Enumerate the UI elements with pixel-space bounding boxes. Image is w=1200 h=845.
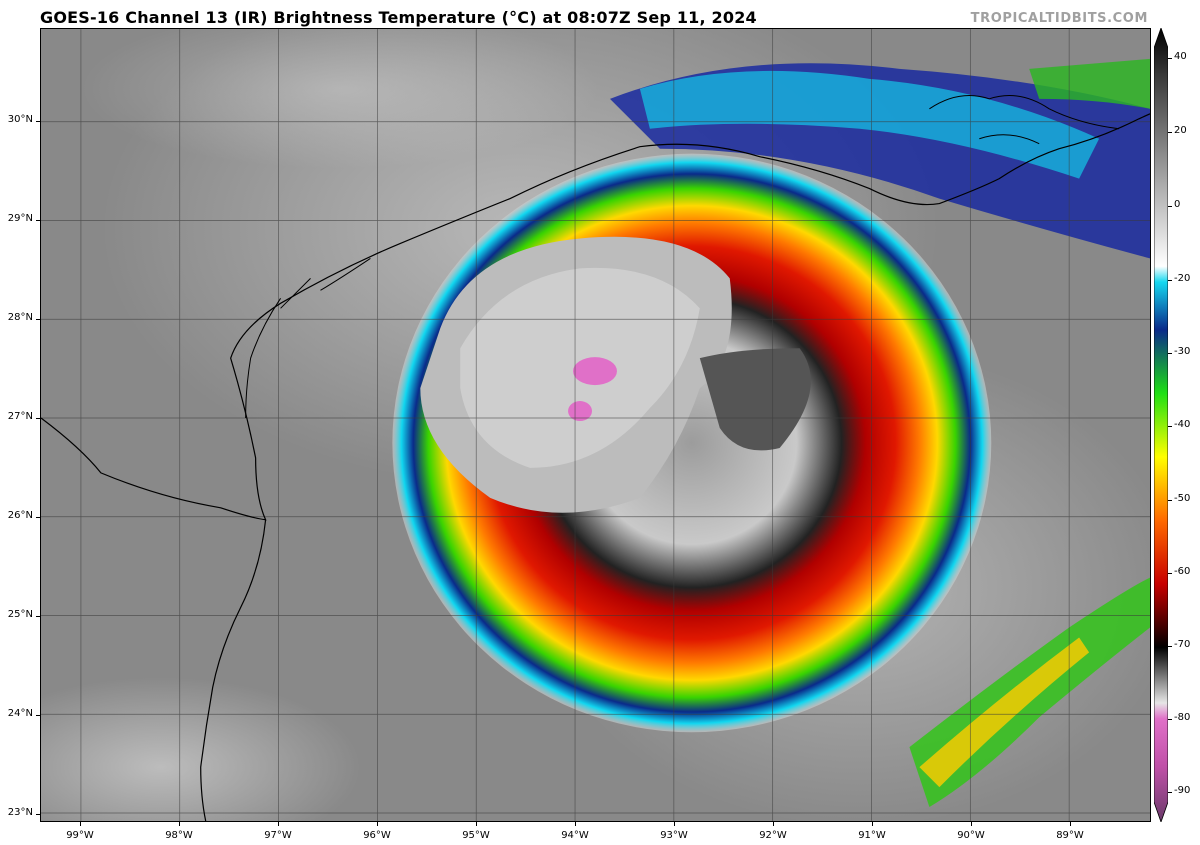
lon-tick bbox=[1070, 822, 1071, 826]
lat-label: 27°N bbox=[7, 411, 33, 422]
colorbar-label: -30 bbox=[1174, 346, 1191, 357]
lat-label: 24°N bbox=[7, 708, 33, 719]
lat-label: 28°N bbox=[7, 312, 33, 323]
coastline bbox=[41, 113, 1150, 521]
lon-label: 99°W bbox=[66, 830, 94, 841]
lat-tick bbox=[36, 517, 40, 518]
lon-tick bbox=[179, 822, 180, 826]
colorbar-tick bbox=[1168, 792, 1172, 793]
colorbar-label: -70 bbox=[1174, 639, 1191, 650]
lon-label: 93°W bbox=[660, 830, 688, 841]
lon-tick bbox=[773, 822, 774, 826]
louisiana-coast-detail bbox=[929, 95, 1120, 145]
lon-tick bbox=[575, 822, 576, 826]
lon-tick bbox=[377, 822, 378, 826]
lon-label: 91°W bbox=[858, 830, 886, 841]
colorbar-label: -40 bbox=[1174, 419, 1191, 430]
colorbar bbox=[1154, 28, 1168, 822]
colorbar-fill bbox=[1154, 28, 1168, 822]
colorbar-tick bbox=[1168, 58, 1172, 59]
colorbar-tick bbox=[1168, 573, 1172, 574]
lat-label: 23°N bbox=[7, 807, 33, 818]
colorbar-label: -90 bbox=[1174, 785, 1191, 796]
coldest-cloud-top bbox=[568, 401, 593, 422]
lat-tick bbox=[36, 715, 40, 716]
cloud-haze bbox=[81, 29, 600, 169]
colorbar-tick bbox=[1168, 353, 1172, 354]
lon-label: 89°W bbox=[1056, 830, 1084, 841]
map-title: GOES-16 Channel 13 (IR) Brightness Tempe… bbox=[40, 8, 757, 27]
lon-label: 98°W bbox=[165, 830, 193, 841]
lon-tick bbox=[476, 822, 477, 826]
lat-label: 26°N bbox=[7, 510, 33, 521]
lon-label: 94°W bbox=[561, 830, 589, 841]
colorbar-label: 0 bbox=[1174, 199, 1181, 210]
lat-label: 29°N bbox=[7, 213, 33, 224]
colorbar-tick bbox=[1168, 719, 1172, 720]
colorbar-tick bbox=[1168, 426, 1172, 427]
lat-tick bbox=[36, 319, 40, 320]
satellite-map bbox=[40, 28, 1151, 822]
colorbar-label: -60 bbox=[1174, 566, 1191, 577]
lon-tick bbox=[971, 822, 972, 826]
coldest-cloud-top bbox=[573, 357, 617, 386]
colorbar-tick bbox=[1168, 500, 1172, 501]
convective-core bbox=[699, 348, 811, 451]
lon-label: 90°W bbox=[957, 830, 985, 841]
colorbar-label: -20 bbox=[1174, 273, 1191, 284]
cloud-band-green bbox=[1029, 58, 1150, 109]
lon-label: 96°W bbox=[363, 830, 391, 841]
lat-tick bbox=[36, 814, 40, 815]
outer-rainband-core bbox=[919, 637, 1090, 788]
barrier-islands bbox=[245, 258, 371, 419]
coastline-south-texas bbox=[200, 519, 267, 821]
lon-tick bbox=[872, 822, 873, 826]
credit-label: TROPICALTIDBITS.COM bbox=[970, 11, 1148, 26]
lon-label: 95°W bbox=[462, 830, 490, 841]
lat-tick bbox=[36, 418, 40, 419]
colorbar-label: -80 bbox=[1174, 712, 1191, 723]
lon-tick bbox=[674, 822, 675, 826]
colorbar-tick bbox=[1168, 646, 1172, 647]
colorbar-tick bbox=[1168, 206, 1172, 207]
colorbar-tick bbox=[1168, 132, 1172, 133]
colorbar-label: -50 bbox=[1174, 493, 1191, 504]
lat-tick bbox=[36, 220, 40, 221]
lat-label: 25°N bbox=[7, 609, 33, 620]
lat-label: 30°N bbox=[7, 114, 33, 125]
lon-tick bbox=[278, 822, 279, 826]
colorbar-label: 40 bbox=[1174, 51, 1187, 62]
lon-label: 92°W bbox=[759, 830, 787, 841]
colorbar-tick bbox=[1168, 280, 1172, 281]
lat-tick bbox=[36, 121, 40, 122]
cloud-haze bbox=[41, 677, 361, 821]
lon-tick bbox=[80, 822, 81, 826]
graticule bbox=[41, 29, 1150, 821]
cloud-band-north-edge bbox=[639, 70, 1100, 179]
lat-tick bbox=[36, 616, 40, 617]
colorbar-label: 20 bbox=[1174, 125, 1187, 136]
lon-label: 97°W bbox=[264, 830, 292, 841]
